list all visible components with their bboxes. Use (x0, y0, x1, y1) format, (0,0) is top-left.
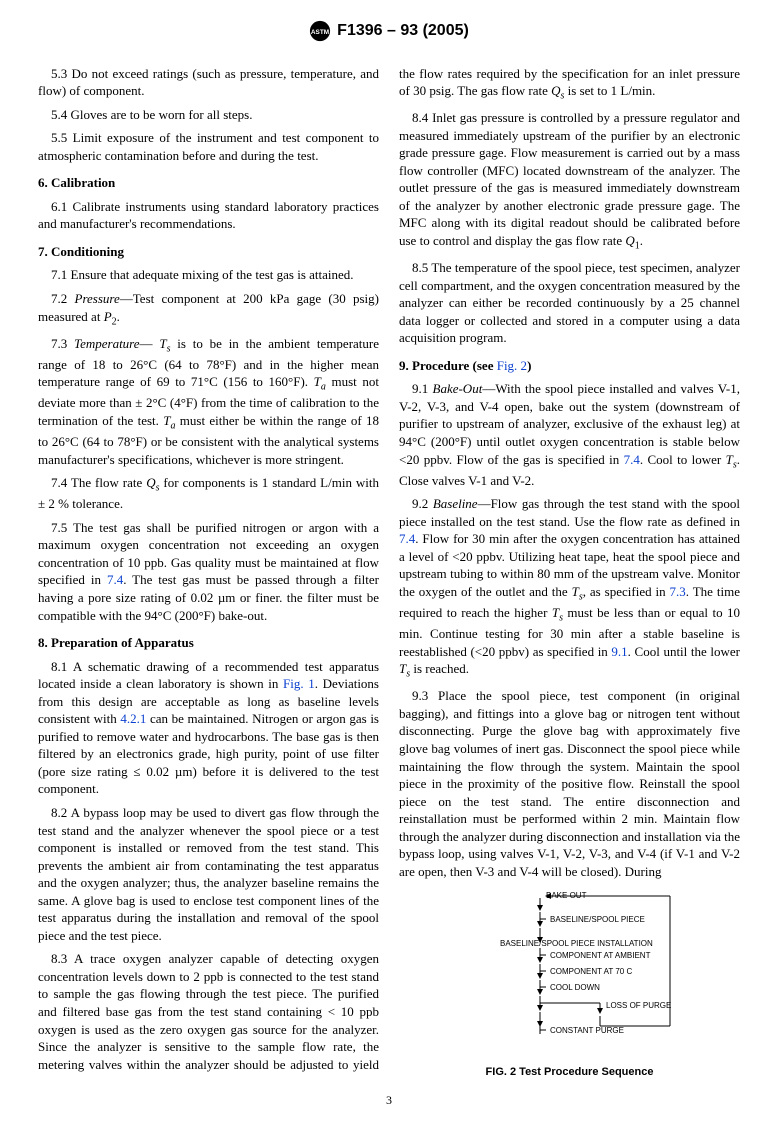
fig-label: LOSS OF PURGE (606, 1001, 671, 1010)
heading-6: 6. Calibration (38, 174, 379, 192)
para-6-1: 6.1 Calibrate instruments using standard… (38, 198, 379, 233)
xref-link[interactable]: Fig. 2 (497, 358, 527, 373)
text: 9.2 (412, 496, 433, 511)
content-columns: 5.3 Do not exceed ratings (such as press… (38, 65, 740, 1080)
para-5-4: 5.4 Gloves are to be worn for all steps. (38, 106, 379, 124)
para-7-2: 7.2 Pressure—Test component at 200 kPa g… (38, 290, 379, 329)
text: 7.3 (51, 336, 74, 351)
fig-label: BASELINE/SPOOL PIECE INSTALLATION (500, 939, 653, 948)
term-pressure: Pressure (75, 291, 120, 306)
text: is reached. (410, 661, 469, 676)
para-5-3: 5.3 Do not exceed ratings (such as press… (38, 65, 379, 100)
para-5-5: 5.5 Limit exposure of the instrument and… (38, 129, 379, 164)
text: , as specified in (583, 584, 670, 599)
text: — (140, 336, 160, 351)
figure-caption: FIG. 2 Test Procedure Sequence (399, 1065, 740, 1080)
var-p: P (104, 309, 112, 324)
term-temperature: Temperature (74, 336, 139, 351)
doc-id: F1396 – 93 (2005) (337, 20, 469, 42)
var-t: T (726, 452, 733, 467)
xref-link[interactable]: 7.3 (670, 584, 686, 599)
para-7-5: 7.5 The test gas shall be purified nitro… (38, 519, 379, 624)
flowchart-icon: BAKE OUT BASELINE/SPOOL PIECE BASELINE/S… (440, 886, 700, 1056)
xref-link[interactable]: 9.1 (611, 644, 627, 659)
var-t: T (159, 336, 166, 351)
para-8-4: 8.4 Inlet gas pressure is controlled by … (399, 109, 740, 253)
text: is set to 1 L/min. (564, 83, 655, 98)
xref-link[interactable]: 7.4 (624, 452, 640, 467)
heading-9: 9. Procedure (see Fig. 2) (399, 357, 740, 375)
svg-text:ASTM: ASTM (311, 29, 329, 36)
para-8-1: 8.1 A schematic drawing of a recommended… (38, 658, 379, 798)
page-number: 3 (38, 1092, 740, 1108)
text: ) (527, 358, 531, 373)
var-t: T (552, 605, 559, 620)
text: 9.1 (412, 381, 433, 396)
var-q: Q (146, 475, 155, 490)
fig-label: COOL DOWN (550, 983, 600, 992)
xref-link[interactable]: Fig. 1 (283, 676, 315, 691)
xref-link[interactable]: 4.2.1 (120, 711, 146, 726)
text: . (640, 233, 643, 248)
text: 8.4 Inlet gas pressure is controlled by … (399, 110, 740, 248)
fig-label: COMPONENT AT AMBIENT (550, 951, 651, 960)
text: . Cool until the lower (628, 644, 740, 659)
para-9-2: 9.2 Baseline—Flow gas through the test s… (399, 495, 740, 681)
term-baseline: Baseline (433, 496, 478, 511)
text: 9. Procedure (see (399, 358, 497, 373)
var-q: Q (551, 83, 560, 98)
para-9-1: 9.1 Bake-Out—With the spool piece instal… (399, 380, 740, 489)
text: 7.2 (51, 291, 75, 306)
para-8-2: 8.2 A bypass loop may be used to divert … (38, 804, 379, 944)
heading-7: 7. Conditioning (38, 243, 379, 261)
fig-label: CONSTANT PURGE (550, 1026, 624, 1035)
text: . (117, 309, 120, 324)
text: 7.4 The flow rate (51, 475, 146, 490)
heading-8: 8. Preparation of Apparatus (38, 634, 379, 652)
para-7-3: 7.3 Temperature— Ts is to be in the ambi… (38, 335, 379, 468)
var-t: T (572, 584, 579, 599)
fig-label: BASELINE/SPOOL PIECE (550, 915, 645, 924)
figure-2: BAKE OUT BASELINE/SPOOL PIECE BASELINE/S… (399, 886, 740, 1079)
para-7-1: 7.1 Ensure that adequate mixing of the t… (38, 266, 379, 284)
var-t: T (314, 374, 321, 389)
para-8-5: 8.5 The temperature of the spool piece, … (399, 259, 740, 347)
para-9-3: 9.3 Place the spool piece, test componen… (399, 687, 740, 880)
para-7-4: 7.4 The flow rate Qs for components is 1… (38, 474, 379, 513)
text: . Cool to lower (640, 452, 726, 467)
page-header: ASTM F1396 – 93 (2005) (38, 20, 740, 47)
var-q: Q (625, 233, 634, 248)
xref-link[interactable]: 7.4 (399, 531, 415, 546)
page: ASTM F1396 – 93 (2005) 5.3 Do not exceed… (0, 0, 778, 1128)
fig-label: COMPONENT AT 70 C (550, 967, 632, 976)
doc-header: ASTM F1396 – 93 (2005) (309, 20, 469, 42)
xref-link[interactable]: 7.4 (107, 572, 123, 587)
astm-logo-icon: ASTM (309, 20, 331, 42)
term-bakeout: Bake-Out (433, 381, 483, 396)
